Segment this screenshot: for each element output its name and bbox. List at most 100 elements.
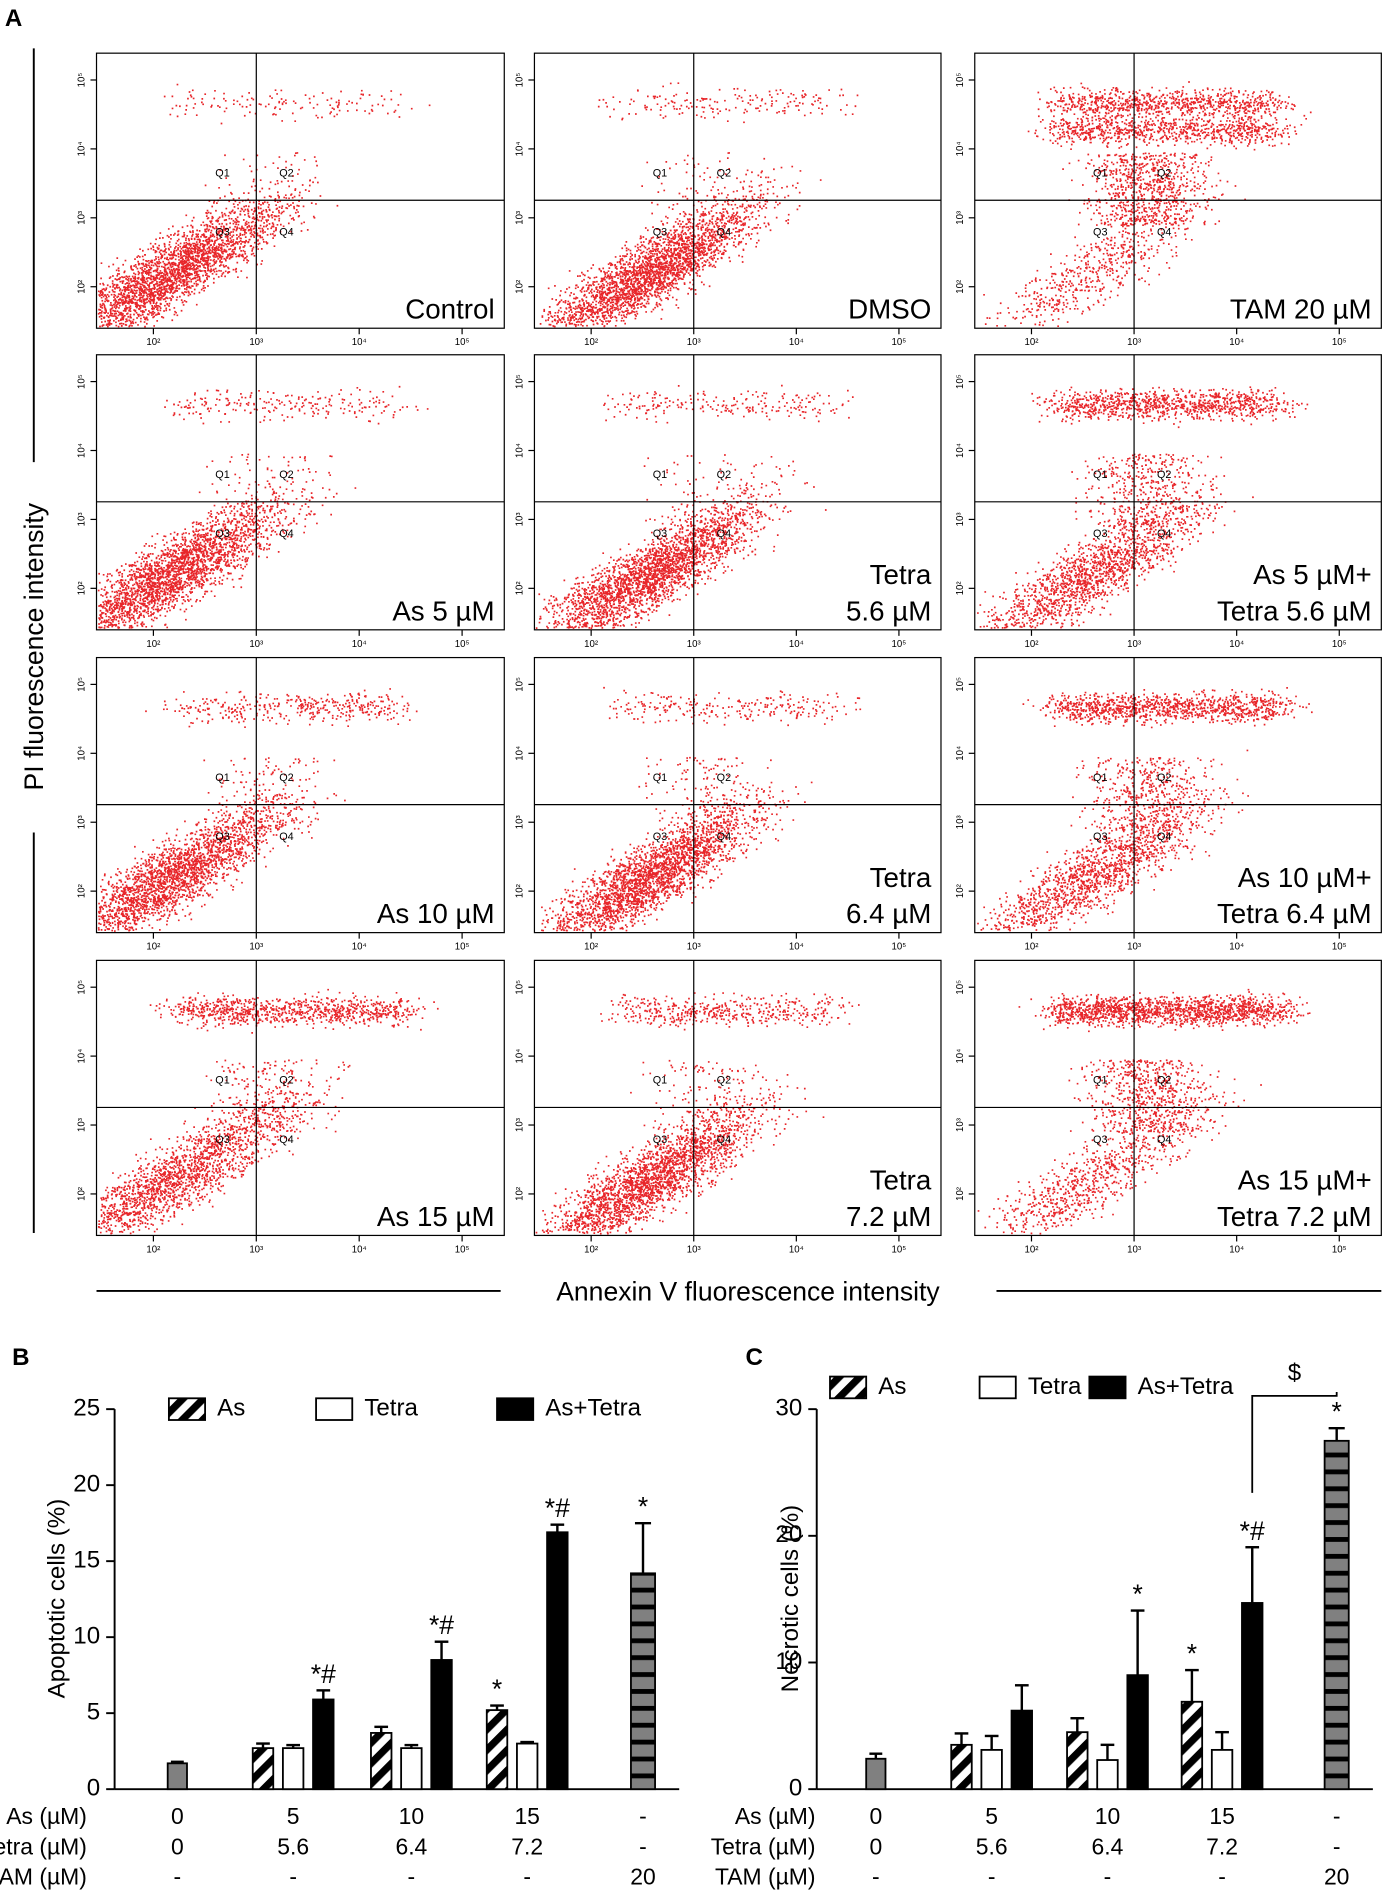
panel-label: Tetra 5.6 µM [1217,595,1372,626]
y-tick-label: 10⁵ [515,980,526,995]
quadrant-label: Q1 [653,772,667,784]
cell-dots [541,686,862,932]
quadrant-label: Q1 [215,168,229,180]
y-tick-label: 10 [775,1648,802,1675]
bar [980,1748,1003,1791]
x-tick-label: 10² [1025,337,1040,348]
quadrant-label: Q3 [1093,831,1107,843]
quadrant-label: Q3 [215,227,229,239]
y-tick-label: 10⁴ [955,1049,966,1064]
quadrant-label: Q3 [215,528,229,540]
y-tick-label: 10⁵ [77,677,88,692]
row-value: 0 [171,1833,184,1859]
panel-label: Control [405,294,494,325]
y-tick-label: 10³ [515,1117,526,1132]
y-tick-label: 10⁴ [515,746,526,761]
quadrant-label: Q2 [1157,772,1171,784]
x-tick-label: 10⁵ [892,1244,907,1255]
y-tick-label: 10⁵ [515,73,526,88]
bar [1066,1731,1089,1791]
y-tick-label: 10³ [955,1117,966,1132]
x-tick-label: 10⁵ [1332,639,1347,650]
bar [1210,1748,1234,1791]
x-tick-label: 10⁵ [892,337,907,348]
bar [1126,1674,1149,1791]
y-tick-label: 10³ [77,210,88,225]
x-tick-label: 10⁵ [1332,337,1347,348]
y-tick-label: 10⁴ [515,141,526,156]
y-tick-label: 10⁵ [955,374,966,389]
legend-label: As+Tetra [1138,1373,1234,1400]
y-tick-label: 10² [955,883,966,898]
row-value: 0 [869,1833,882,1859]
y-tick-label: 10⁴ [77,1049,88,1064]
cell-dots [977,386,1309,629]
row-value: 20 [630,1863,655,1889]
panel-label: As 5 µM [392,595,494,626]
row-value: - [523,1863,531,1889]
x-tick-label: 10⁵ [892,942,907,953]
y-tick-label: 10 [73,1623,100,1650]
row-label: Tetra (µM) [0,1833,87,1859]
panel-label: Tetra [870,559,932,590]
legend-swatch [1088,1375,1127,1400]
panel-label: As 5 µM+ [1253,559,1371,590]
quadrant-label: Q3 [1093,1134,1107,1146]
x-tick-label: 10⁵ [455,639,470,650]
y-tick-label: 10³ [515,210,526,225]
y-tick-label: 10² [515,1186,526,1201]
row-value: - [1104,1863,1112,1889]
x-tick-label: 10² [584,639,599,650]
y-tick-label: 10³ [955,814,966,829]
x-tick-label: 10⁴ [352,1244,367,1255]
y-tick-label: 20 [73,1471,100,1498]
bar [950,1743,973,1791]
quadrant-label: Q4 [1157,227,1171,239]
quadrant-label: Q2 [1157,1075,1171,1087]
row-value: 15 [1209,1803,1234,1829]
bar [1323,1439,1350,1791]
legend-swatch [167,1397,206,1421]
quadrant-label: Q1 [215,469,229,481]
x-tick-label: 10³ [1127,337,1142,348]
row-value: 7.2 [1206,1833,1238,1859]
cell-dots [535,384,854,630]
cell-dots [977,988,1311,1235]
quadrant-label: Q2 [1157,168,1171,180]
row-value: - [988,1863,996,1889]
legend-swatch [829,1375,868,1400]
y-tick-label: 10² [77,279,88,294]
x-tick-label: 10⁴ [1229,1244,1244,1255]
legend-label: Tetra [1028,1373,1082,1400]
bar [630,1572,656,1791]
y-tick-label: 10² [955,279,966,294]
row-value: 7.2 [511,1833,543,1859]
quadrant-label: Q1 [1093,168,1107,180]
row-value: 0 [869,1803,882,1829]
legend-label: Tetra [364,1395,418,1422]
x-tick-label: 10⁴ [789,1244,804,1255]
y-tick-label: 10⁴ [77,746,88,761]
row-value: 5.6 [277,1833,309,1859]
quadrant-label: Q4 [717,831,731,843]
y-tick-label: 10² [515,581,526,596]
panel-label: As 15 µM+ [1238,1165,1372,1196]
y-tick-label: 10³ [515,512,526,527]
x-tick-label: 10⁵ [455,337,470,348]
x-tick-label: 10³ [687,639,702,650]
row-value: - [872,1863,880,1889]
x-tick-label: 10⁴ [352,639,367,650]
quadrant-label: Q2 [1157,469,1171,481]
y-axis-label: Apoptotic cells (%) [43,1499,70,1699]
bar [1241,1602,1264,1791]
bar [400,1747,423,1791]
panel-label: TAM 20 µM [1230,294,1372,325]
row-value: - [1333,1833,1341,1859]
quadrant-label: Q4 [1157,831,1171,843]
x-tick-label: 10⁴ [1229,337,1244,348]
x-tick-label: 10⁵ [892,639,907,650]
quadrant-label: Q4 [717,227,731,239]
cell-dots [97,83,431,328]
row-value: 6.4 [395,1833,427,1859]
